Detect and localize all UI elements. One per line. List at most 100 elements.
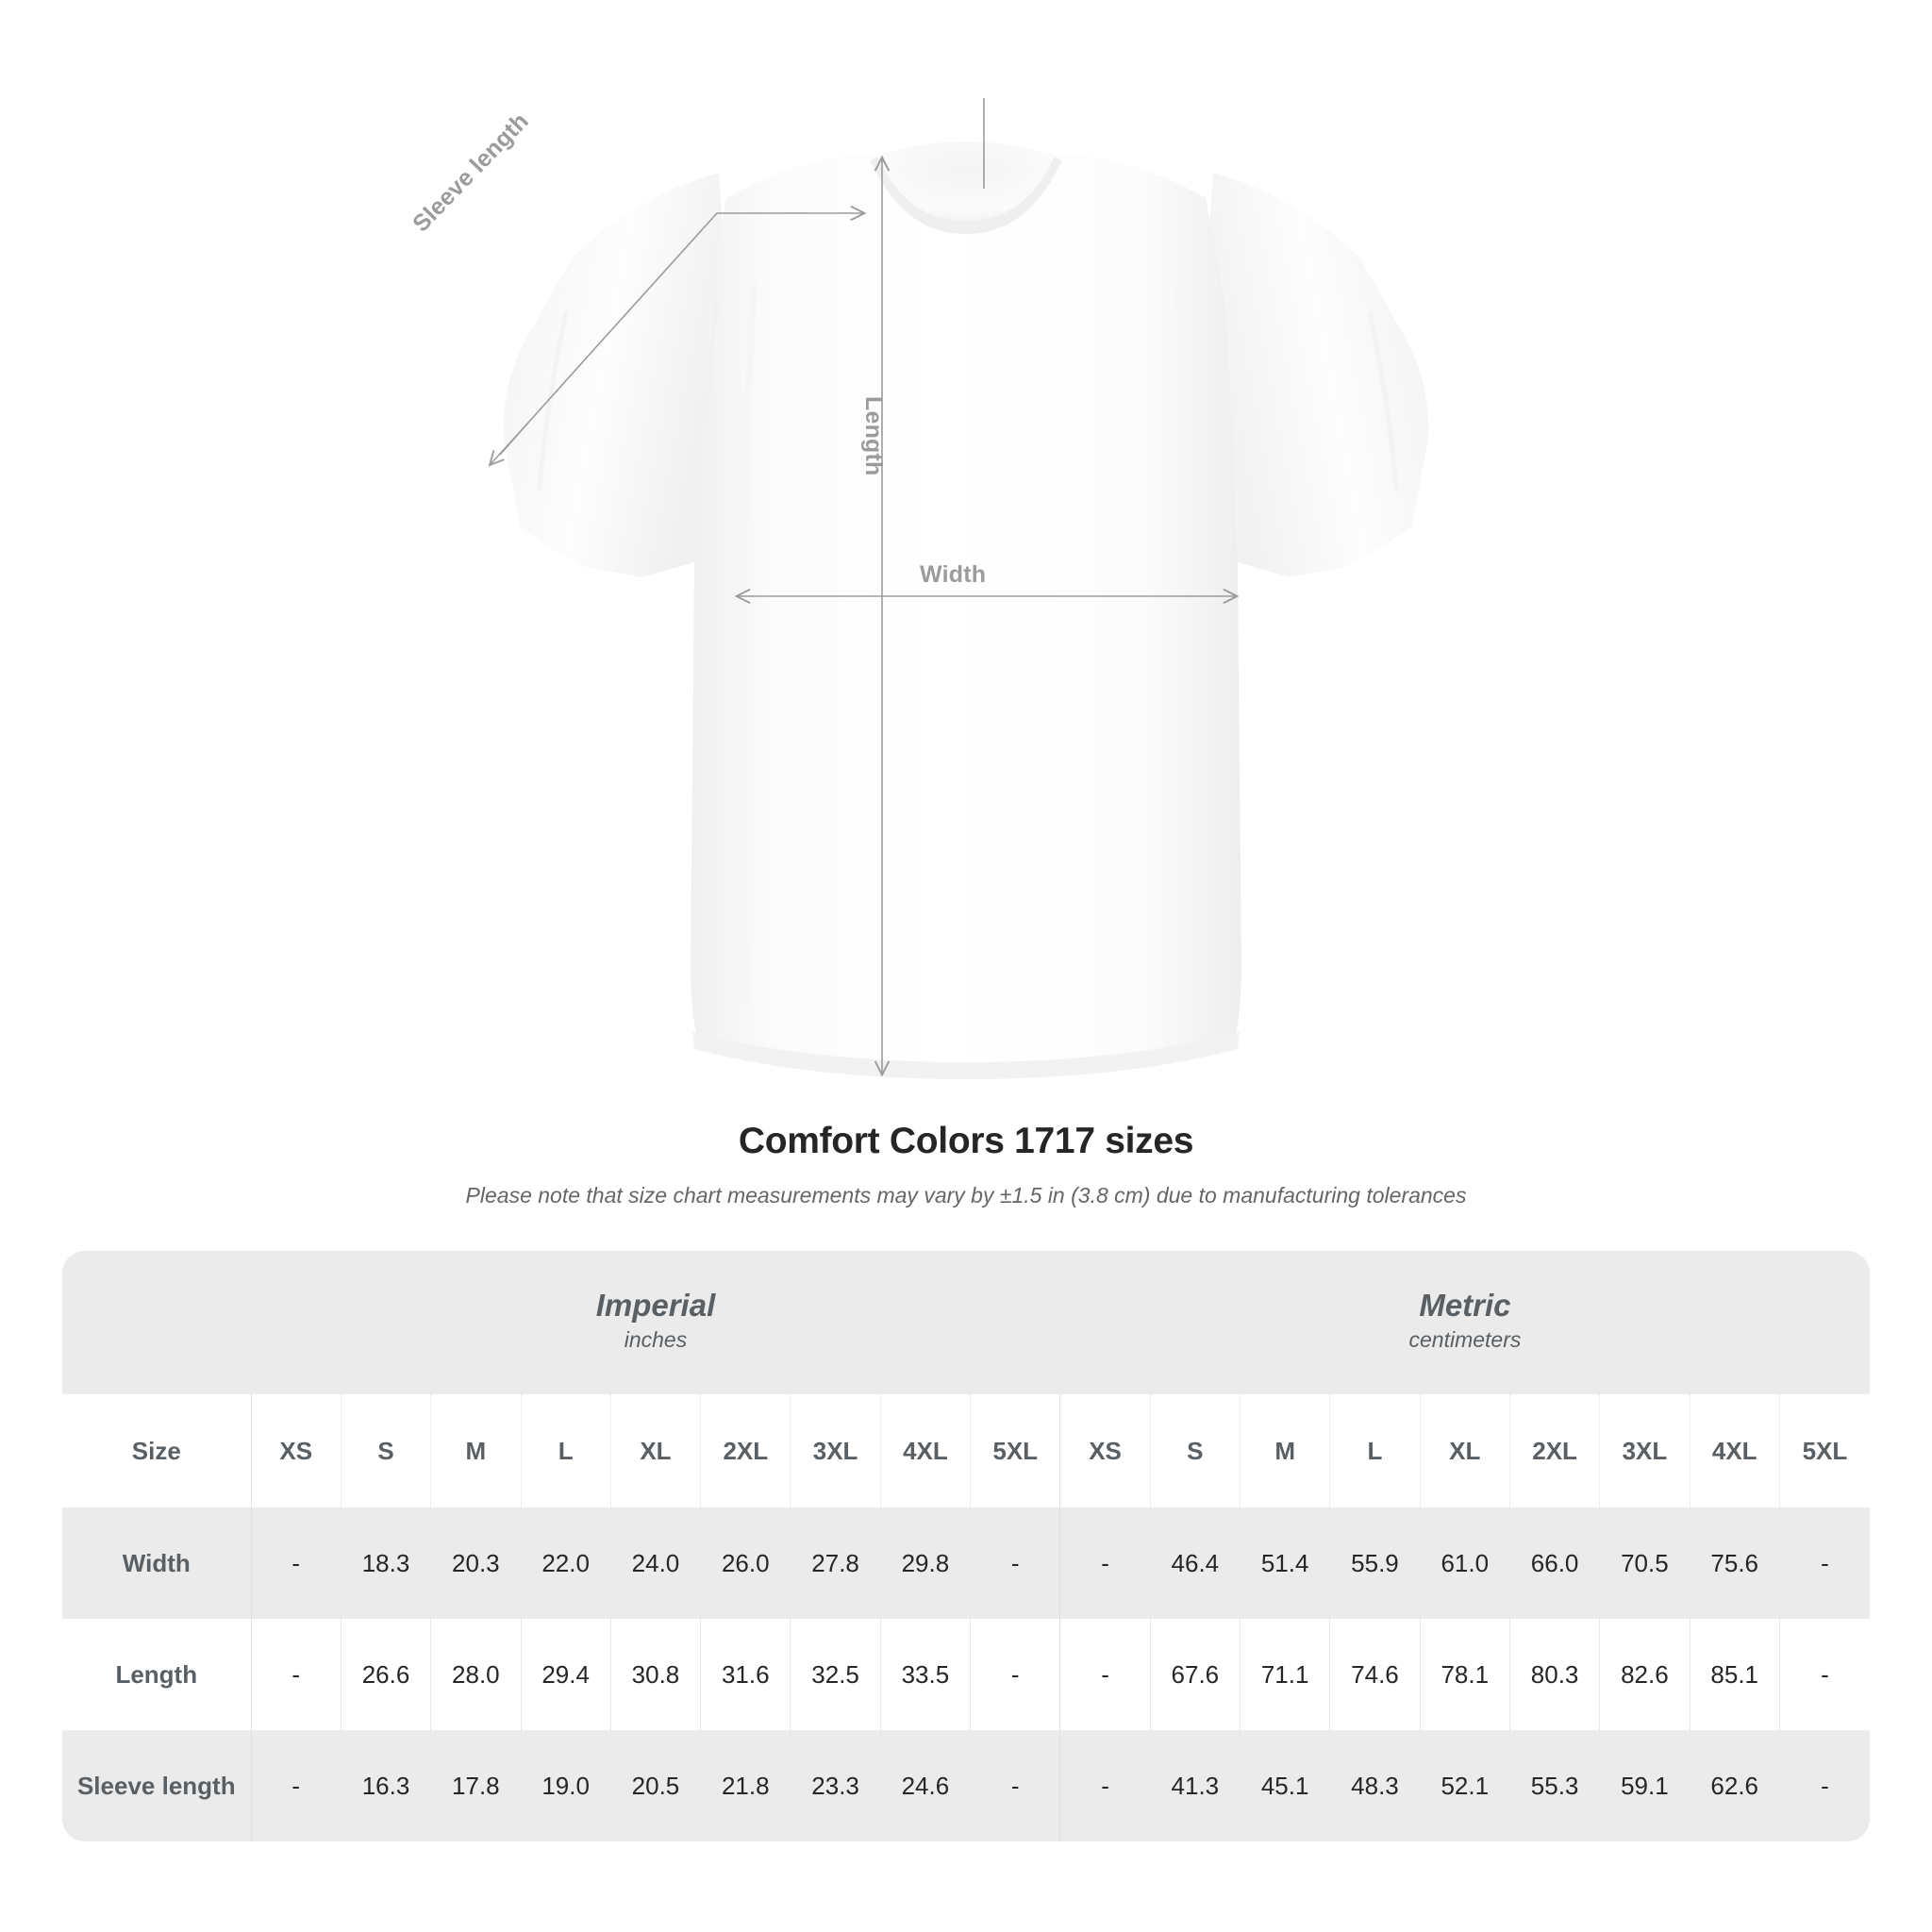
cell-width-imperial-5xl: -: [970, 1507, 1061, 1619]
cell-length-metric-xl: 78.1: [1420, 1619, 1510, 1730]
cell-sleeve-length-metric-l: 48.3: [1329, 1730, 1421, 1841]
size-column-header: Size: [62, 1394, 252, 1507]
cell-sleeve-length-metric-3xl: 59.1: [1599, 1730, 1690, 1841]
cell-length-metric-xs: -: [1059, 1619, 1151, 1730]
size-header-imperial-3xl: 3XL: [790, 1394, 881, 1507]
cell-length-imperial-l: 29.4: [521, 1619, 611, 1730]
size-header-metric-3xl: 3XL: [1599, 1394, 1690, 1507]
cell-width-metric-4xl: 75.6: [1690, 1507, 1780, 1619]
cell-sleeve-length-metric-xl: 52.1: [1420, 1730, 1510, 1841]
unit-group-header-metric: Metric centimeters: [1059, 1251, 1870, 1394]
size-header-metric-5xl: 5XL: [1779, 1394, 1870, 1507]
size-header-imperial-5xl: 5XL: [970, 1394, 1061, 1507]
cell-length-imperial-m: 28.0: [430, 1619, 522, 1730]
tolerance-note: Please note that size chart measurements…: [465, 1183, 1467, 1208]
size-header-imperial-4xl: 4XL: [880, 1394, 972, 1507]
cell-length-imperial-3xl: 32.5: [790, 1619, 881, 1730]
cell-width-metric-5xl: -: [1779, 1507, 1870, 1619]
cell-width-metric-xl: 61.0: [1420, 1507, 1510, 1619]
cell-sleeve-length-metric-5xl: -: [1779, 1730, 1870, 1841]
row-label-width: Width: [62, 1507, 252, 1619]
unit-group-header-imperial: Imperial inches: [251, 1251, 1060, 1394]
tshirt-diagram: Sleeve length Length Width: [0, 98, 1429, 1079]
tshirt-garment-shape: [503, 142, 1429, 1079]
cell-length-metric-m: 71.1: [1240, 1619, 1331, 1730]
cell-sleeve-length-imperial-m: 17.8: [430, 1730, 522, 1841]
width-label: Width: [920, 561, 987, 588]
table-row: Width -18.3 20.3 22.0 24.0 26.0 27.8 29.8- -46.4…: [62, 1507, 1870, 1619]
cell-sleeve-length-metric-s: 41.3: [1150, 1730, 1241, 1841]
size-header-row: Size XS S M L XL 2XL 3XL 4XL 5XL XS S M L XL 2XL 3XL 4XL 5…: [62, 1394, 1870, 1507]
cell-length-metric-4xl: 85.1: [1690, 1619, 1780, 1730]
size-chart-table: Imperial inches Metric centimeters Size XS S M L…: [62, 1251, 1870, 1841]
cell-width-imperial-2xl: 26.0: [700, 1507, 791, 1619]
cell-width-imperial-xl: 24.0: [610, 1507, 702, 1619]
cell-width-metric-s: 46.4: [1150, 1507, 1241, 1619]
cell-width-metric-m: 51.4: [1240, 1507, 1331, 1619]
size-header-imperial-xs: XS: [251, 1394, 341, 1507]
row-label-length: Length: [62, 1619, 252, 1730]
cell-width-imperial-3xl: 27.8: [790, 1507, 881, 1619]
cell-length-imperial-xl: 30.8: [610, 1619, 702, 1730]
cell-width-imperial-4xl: 29.8: [880, 1507, 972, 1619]
tshirt-illustration: [0, 98, 1429, 1079]
cell-sleeve-length-metric-4xl: 62.6: [1690, 1730, 1780, 1841]
size-header-imperial-2xl: 2XL: [700, 1394, 791, 1507]
size-header-metric-l: L: [1329, 1394, 1421, 1507]
cell-width-metric-3xl: 70.5: [1599, 1507, 1690, 1619]
size-header-metric-xl: XL: [1420, 1394, 1510, 1507]
cell-length-imperial-4xl: 33.5: [880, 1619, 972, 1730]
row-label-sleeve-length: Sleeve length: [62, 1730, 252, 1841]
measurement-guides: [491, 98, 1236, 1074]
cell-width-imperial-l: 22.0: [521, 1507, 611, 1619]
cell-length-imperial-5xl: -: [970, 1619, 1061, 1730]
cell-length-metric-s: 67.6: [1150, 1619, 1241, 1730]
cell-width-metric-2xl: 66.0: [1509, 1507, 1601, 1619]
cell-sleeve-length-metric-2xl: 55.3: [1509, 1730, 1601, 1841]
table-row: Sleeve length -16.3 17.8 19.0 20.5 21.8 23.3 24…: [62, 1730, 1870, 1841]
size-header-imperial-m: M: [430, 1394, 522, 1507]
cell-sleeve-length-imperial-xs: -: [251, 1730, 341, 1841]
cell-length-metric-3xl: 82.6: [1599, 1619, 1690, 1730]
size-chart-table-wrapper: Imperial inches Metric centimeters Size XS S M L…: [62, 1251, 1870, 1841]
cell-width-imperial-xs: -: [251, 1507, 341, 1619]
cell-length-metric-5xl: -: [1779, 1619, 1870, 1730]
size-header-metric-4xl: 4XL: [1690, 1394, 1780, 1507]
cell-sleeve-length-metric-m: 45.1: [1240, 1730, 1331, 1841]
size-header-metric-s: S: [1150, 1394, 1241, 1507]
unit-banner-spacer: [62, 1251, 252, 1394]
unit-group-subtitle: centimeters: [1408, 1327, 1522, 1353]
cell-sleeve-length-metric-xs: -: [1059, 1730, 1151, 1841]
cell-sleeve-length-imperial-4xl: 24.6: [880, 1730, 972, 1841]
title-block: Comfort Colors 1717 sizes Please note th…: [0, 1113, 1932, 1208]
cell-width-imperial-s: 18.3: [341, 1507, 432, 1619]
size-header-metric-2xl: 2XL: [1509, 1394, 1601, 1507]
cell-sleeve-length-imperial-5xl: -: [970, 1730, 1061, 1841]
page-title: Comfort Colors 1717 sizes: [738, 1121, 1194, 1161]
size-header-imperial-xl: XL: [610, 1394, 702, 1507]
cell-length-imperial-2xl: 31.6: [700, 1619, 791, 1730]
unit-group-name: Metric: [1419, 1288, 1511, 1324]
size-header-metric-xs: XS: [1059, 1394, 1151, 1507]
cell-width-metric-xs: -: [1059, 1507, 1151, 1619]
cell-sleeve-length-imperial-xl: 20.5: [610, 1730, 702, 1841]
unit-group-subtitle: inches: [624, 1327, 688, 1353]
unit-group-name: Imperial: [595, 1288, 716, 1324]
cell-width-imperial-m: 20.3: [430, 1507, 522, 1619]
size-header-imperial-l: L: [521, 1394, 611, 1507]
size-header-metric-m: M: [1240, 1394, 1331, 1507]
cell-width-metric-l: 55.9: [1329, 1507, 1421, 1619]
cell-length-imperial-xs: -: [251, 1619, 341, 1730]
table-row: Length -26.6 28.0 29.4 30.8 31.6 32.5 33.5- -67.…: [62, 1619, 1870, 1730]
cell-sleeve-length-imperial-2xl: 21.8: [700, 1730, 791, 1841]
cell-length-metric-l: 74.6: [1329, 1619, 1421, 1730]
sleeve-length-arrow-lower: [491, 422, 529, 464]
cell-sleeve-length-imperial-l: 19.0: [521, 1730, 611, 1841]
cell-sleeve-length-imperial-s: 16.3: [341, 1730, 432, 1841]
length-label: Length: [860, 396, 887, 476]
size-header-imperial-s: S: [341, 1394, 432, 1507]
cell-length-metric-2xl: 80.3: [1509, 1619, 1601, 1730]
unit-banner-row: Imperial inches Metric centimeters: [62, 1251, 1870, 1394]
cell-sleeve-length-imperial-3xl: 23.3: [790, 1730, 881, 1841]
cell-length-imperial-s: 26.6: [341, 1619, 432, 1730]
